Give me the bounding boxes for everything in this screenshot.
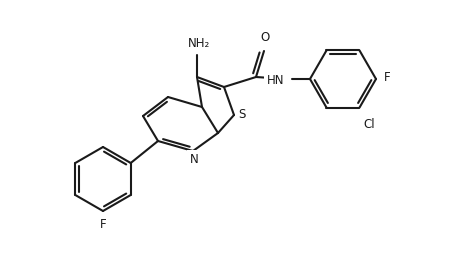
Text: N: N: [189, 153, 198, 166]
Text: F: F: [100, 218, 106, 231]
Text: S: S: [237, 107, 245, 120]
Text: Cl: Cl: [363, 118, 374, 131]
Text: O: O: [260, 31, 269, 44]
Text: F: F: [383, 70, 390, 83]
Text: HN: HN: [266, 74, 283, 87]
Text: NH₂: NH₂: [187, 37, 210, 50]
